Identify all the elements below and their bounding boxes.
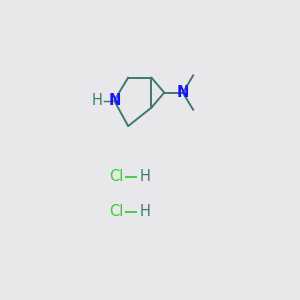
- Text: Cl: Cl: [109, 169, 124, 184]
- Text: N: N: [109, 93, 121, 108]
- Text: H: H: [139, 169, 150, 184]
- Text: H: H: [92, 93, 103, 108]
- Text: N: N: [177, 85, 189, 100]
- Text: H: H: [139, 204, 150, 219]
- Text: Cl: Cl: [109, 204, 124, 219]
